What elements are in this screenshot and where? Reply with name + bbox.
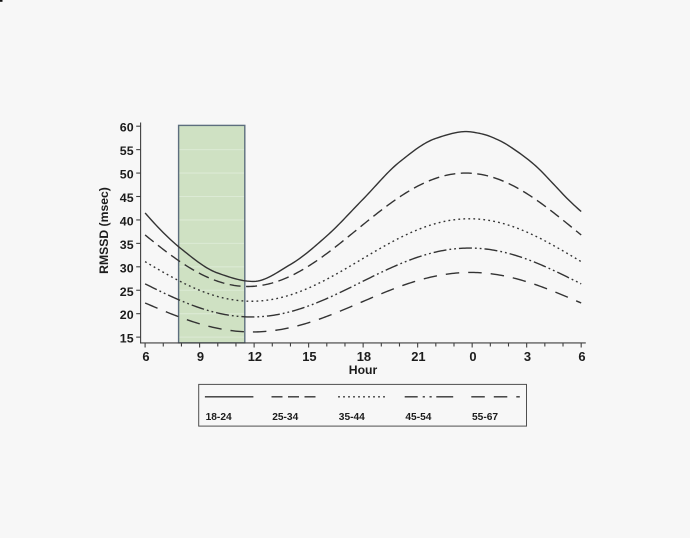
svg-text:45-54: 45-54: [405, 412, 431, 423]
svg-text:30: 30: [120, 261, 134, 275]
svg-text:3: 3: [524, 349, 531, 364]
svg-text:20: 20: [120, 308, 134, 322]
svg-text:55-67: 55-67: [472, 412, 498, 423]
svg-text:6: 6: [142, 349, 149, 364]
svg-text:25-34: 25-34: [272, 412, 298, 423]
svg-text:0: 0: [469, 349, 476, 364]
svg-text:18: 18: [357, 349, 371, 364]
svg-text:60: 60: [120, 121, 134, 135]
svg-text:18-24: 18-24: [206, 412, 232, 423]
svg-text:50: 50: [120, 168, 134, 182]
svg-text:21: 21: [411, 349, 425, 364]
svg-text:15: 15: [120, 332, 134, 346]
svg-text:35: 35: [120, 238, 134, 252]
svg-text:RMSSD (msec): RMSSD (msec): [97, 187, 111, 274]
svg-text:Hour: Hour: [349, 363, 378, 377]
svg-text:15: 15: [302, 349, 316, 364]
svg-text:55: 55: [120, 144, 134, 158]
svg-text:12: 12: [248, 349, 262, 364]
svg-text:45: 45: [120, 191, 134, 205]
svg-text:25: 25: [120, 285, 134, 299]
svg-text:6: 6: [578, 349, 585, 364]
svg-text:40: 40: [120, 214, 134, 228]
svg-text:35-44: 35-44: [339, 412, 365, 423]
svg-text:9: 9: [197, 349, 204, 364]
